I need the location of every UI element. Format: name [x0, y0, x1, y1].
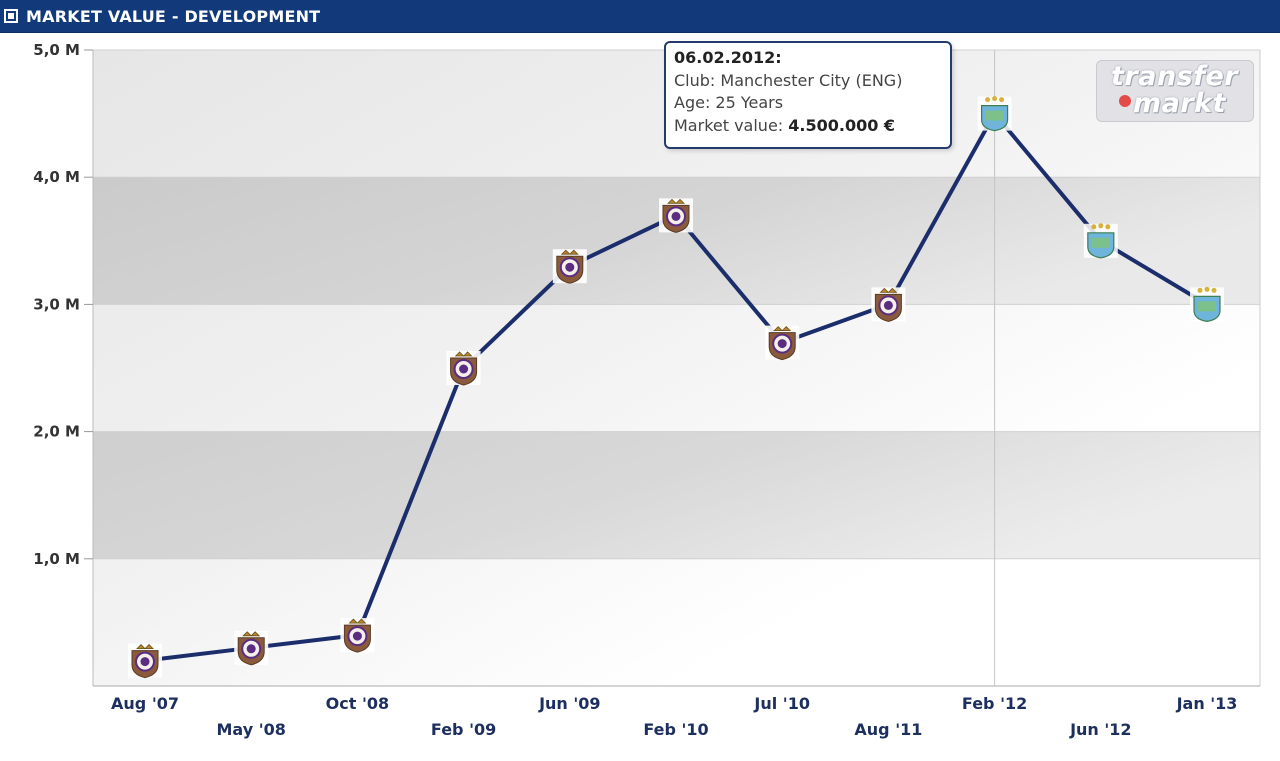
crest-core [140, 657, 150, 667]
crest-crown [454, 351, 473, 357]
x-tick-label: Feb '12 [962, 694, 1027, 713]
x-tick-label: Jun '12 [1069, 720, 1131, 739]
tooltip-club: Club: Manchester City (ENG) [674, 70, 903, 90]
crest-band [1198, 301, 1216, 312]
logo-text-line1: transfer [1111, 61, 1239, 92]
club-crest-a-icon [659, 198, 693, 233]
club-crest-b-icon [1190, 286, 1224, 323]
crest-crown [667, 198, 685, 204]
crest-crown [348, 618, 367, 624]
crest-core [565, 262, 575, 272]
plot-band [93, 431, 1260, 559]
crest-core [352, 631, 362, 641]
x-tick-label: Aug '07 [111, 694, 179, 713]
logo-text-line2: markt [1133, 88, 1227, 119]
crest-star [1197, 287, 1203, 293]
y-tick-label: 5,0 M [33, 41, 80, 59]
panel-header: MARKET VALUE - DEVELOPMENT [0, 0, 1280, 33]
crest-core [671, 211, 681, 221]
crest-crown [242, 631, 261, 637]
club-crest-a-icon [340, 618, 375, 653]
x-tick-label: Feb '09 [431, 720, 496, 739]
club-crest-a-icon [234, 630, 269, 666]
x-tick-label: Oct '08 [326, 694, 389, 713]
club-crest-b-icon [977, 96, 1012, 132]
x-tick-label: Jun '09 [538, 694, 600, 713]
crest-star [1091, 224, 1097, 230]
tooltip-market-value-label: Market value: [674, 115, 789, 135]
x-tick-label: Jul '10 [753, 694, 810, 713]
club-crest-a-icon [765, 325, 800, 361]
tooltip-date: 06.02.2012: [674, 48, 782, 67]
x-tick-label: May '08 [217, 720, 286, 739]
square-bullet-icon [4, 9, 18, 23]
crest-star [999, 97, 1005, 103]
crest-band [1091, 237, 1110, 248]
crest-core [777, 339, 787, 349]
crest-core [246, 644, 256, 654]
y-tick-label: 1,0 M [33, 550, 80, 568]
crest-crown [136, 644, 154, 650]
y-tick-label: 3,0 M [33, 295, 80, 313]
logo-mark-icon [1119, 95, 1131, 107]
x-tick-label: Aug '11 [854, 720, 922, 739]
crest-core [883, 300, 893, 310]
data-point-tooltip: 06.02.2012: Club: Manchester City (ENG) … [664, 41, 952, 149]
club-crest-a-icon [446, 351, 481, 386]
x-tick-label: Jan '13 [1176, 694, 1238, 713]
crest-band [985, 110, 1004, 121]
crest-star [992, 96, 998, 102]
plot-background [93, 50, 1260, 686]
crest-star [985, 97, 991, 103]
market-value-chart: 1,0 M 2,0 M 3,0 M 4,0 M 5,0 M Aug '07 May '08… [33, 41, 1261, 739]
transfermarkt-logo: transfer markt [1096, 60, 1254, 122]
crest-star [1211, 287, 1217, 293]
club-crest-a-icon [128, 643, 162, 679]
club-crest-a-icon [552, 249, 587, 284]
crest-crown [773, 326, 792, 332]
panel-title: MARKET VALUE - DEVELOPMENT [26, 6, 321, 26]
club-crest-b-icon [1083, 223, 1118, 259]
tooltip-market-value-amount: 4.500.000 € [788, 115, 896, 135]
tooltip-market-value: Market value: 4.500.000 € [674, 115, 942, 138]
crest-star [1105, 224, 1111, 230]
crest-crown [560, 249, 579, 255]
y-tick-label: 2,0 M [33, 423, 80, 441]
tooltip-age: Age: 25 Years [674, 93, 784, 112]
x-tick-label: Feb '10 [643, 720, 708, 739]
y-tick-label: 4,0 M [33, 168, 80, 186]
crest-core [459, 364, 469, 374]
crest-star [1204, 286, 1210, 292]
crest-star [1098, 223, 1104, 229]
crest-crown [879, 287, 898, 293]
club-crest-a-icon [871, 287, 906, 322]
